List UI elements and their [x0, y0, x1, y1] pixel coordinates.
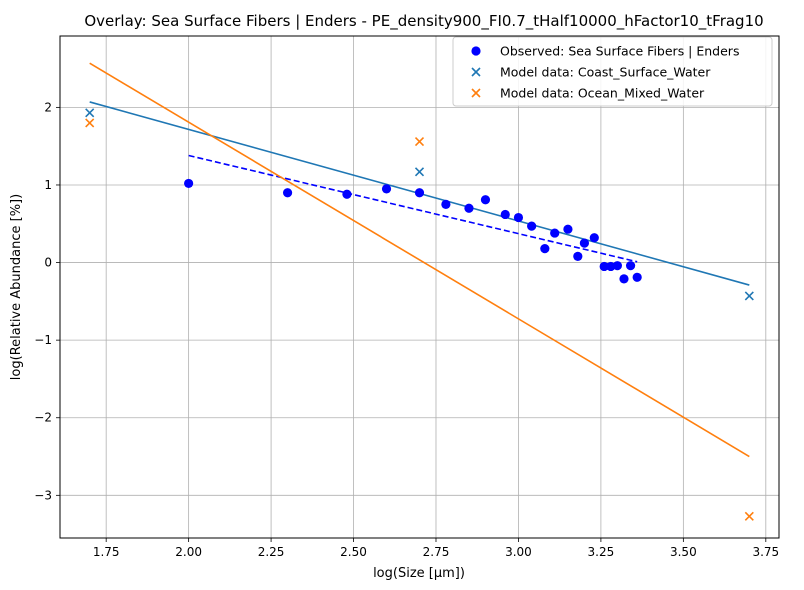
observed-point — [563, 224, 573, 234]
marker-stroke — [414, 167, 425, 177]
observed-point — [381, 184, 392, 194]
observed-point — [500, 209, 510, 220]
marker-stroke — [414, 136, 425, 147]
x-axis-label: log(Size [μm]) — [373, 566, 465, 581]
legend-label: Observed: Sea Surface Fibers | Enders — [500, 44, 739, 59]
y-tick-label: 0 — [44, 256, 52, 270]
y-tick-label: −2 — [34, 411, 52, 425]
x-tick-label: 3.25 — [588, 545, 615, 559]
observed-point — [282, 188, 293, 198]
axis-ticks: 1.75 2.00 2.25 2.50 2.75 3.00 3.25 3.50 3.75 −3 −2… — [34, 100, 779, 559]
y-tick-label: 2 — [44, 100, 52, 114]
x-tick-label: 3.00 — [505, 545, 532, 559]
observed-point — [414, 188, 425, 198]
legend-marker-model — [471, 88, 481, 98]
observed-point — [573, 251, 583, 261]
y-tick-label: 1 — [44, 178, 52, 192]
fit-line — [89, 62, 750, 458]
observed-point — [513, 212, 524, 223]
observed-point — [550, 228, 560, 238]
observed-point — [184, 178, 194, 189]
plot-area-frame — [59, 35, 780, 539]
model-point — [744, 511, 754, 521]
observed-point — [480, 195, 491, 205]
observed-point — [540, 243, 550, 254]
x-tick-label: 1.75 — [93, 545, 120, 559]
x-tick-label: 3.75 — [752, 545, 779, 559]
model-point — [414, 136, 425, 147]
marker-stroke — [471, 67, 481, 77]
observed-point — [589, 233, 599, 243]
y-tick-label: −3 — [34, 488, 52, 502]
observed-point — [464, 203, 474, 213]
observed-point — [612, 261, 622, 271]
marker-stroke — [744, 511, 754, 521]
marker-stroke — [471, 88, 481, 98]
observed-point — [527, 221, 537, 231]
marker-stroke — [85, 108, 95, 118]
model-point — [85, 118, 95, 128]
x-tick-label: 3.50 — [670, 545, 697, 559]
legend-marker-model — [471, 67, 481, 77]
model-point — [744, 291, 754, 301]
y-tick-label: −1 — [34, 333, 52, 347]
x-tick-label: 2.75 — [423, 545, 450, 559]
model-point — [414, 167, 425, 177]
observed-point — [625, 261, 636, 271]
marker-stroke — [85, 118, 95, 128]
observed-point — [619, 274, 629, 284]
legend-marker-observed — [471, 46, 481, 56]
grid — [60, 36, 779, 538]
observed-point — [441, 199, 451, 209]
x-tick-label: 2.25 — [258, 545, 285, 559]
marker-stroke — [744, 291, 754, 301]
data-points — [85, 108, 754, 521]
fit-line — [188, 154, 638, 263]
legend: Observed: Sea Surface Fibers | Enders Mod… — [452, 36, 773, 107]
legend-box — [452, 36, 773, 107]
observed-point — [599, 261, 609, 272]
observed-point — [342, 189, 352, 199]
observed-point — [632, 272, 642, 282]
legend-label: Model data: Coast_Surface_Water — [500, 65, 711, 80]
chart-title: Overlay: Sea Surface Fibers | Enders - P… — [84, 12, 763, 31]
x-tick-label: 2.00 — [175, 545, 202, 559]
legend-label: Model data: Ocean_Mixed_Water — [500, 86, 705, 101]
x-tick-label: 2.50 — [340, 545, 367, 559]
observed-point — [579, 238, 590, 248]
y-axis-label: log(Relative Abundance [%]) — [9, 194, 24, 380]
model-point — [85, 108, 95, 118]
